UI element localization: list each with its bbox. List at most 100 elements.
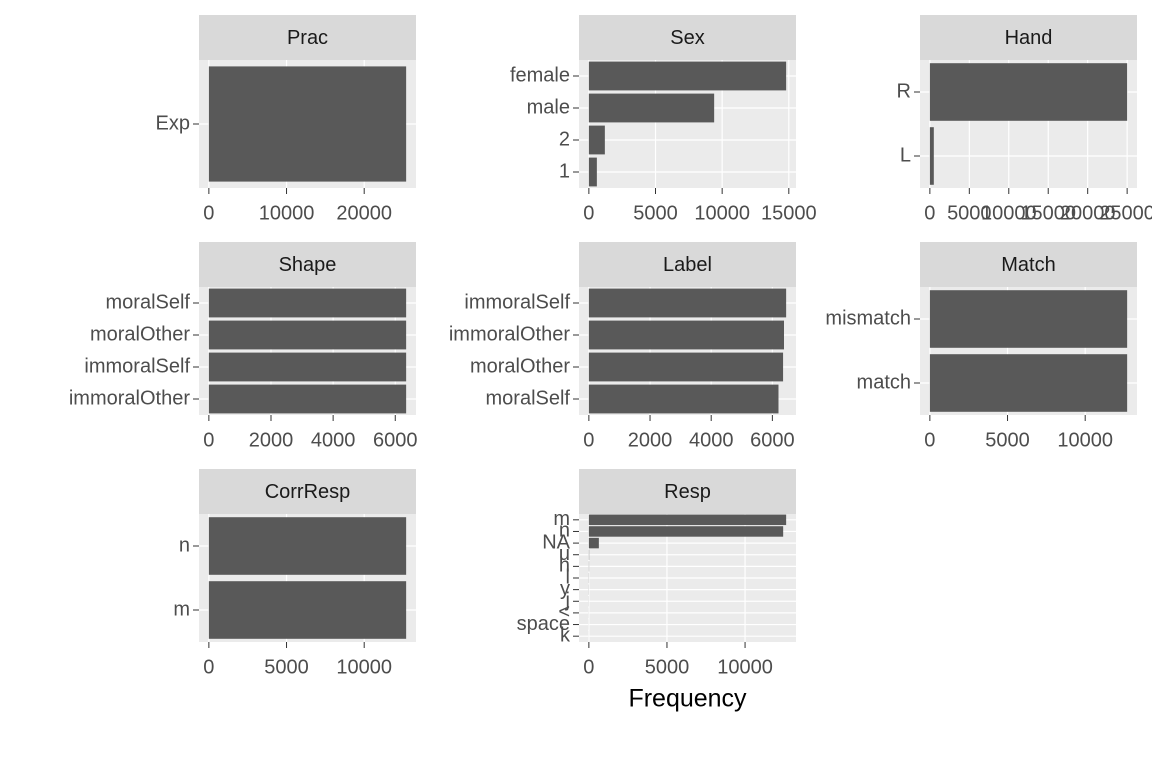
bar [208, 581, 407, 639]
panel-title: Resp [664, 481, 711, 503]
x-tick-label: 5000 [633, 202, 678, 224]
x-tick-label: 10000 [1057, 429, 1113, 451]
bar [588, 93, 715, 123]
x-tick-label: 15000 [761, 202, 817, 224]
bar [588, 537, 599, 549]
panel-title: Prac [287, 27, 328, 49]
y-tick-label: n [559, 520, 570, 542]
x-tick-label: 0 [203, 202, 214, 224]
y-tick-label: moralSelf [106, 291, 191, 313]
y-tick-label: NA [542, 531, 570, 553]
y-tick-label: < [558, 601, 570, 623]
bar [208, 320, 407, 350]
y-tick-label: space [517, 613, 570, 635]
bar [588, 384, 779, 414]
strip [199, 242, 416, 287]
strip [579, 15, 796, 60]
panel-title: CorrResp [265, 481, 351, 503]
bar [208, 384, 407, 414]
bar [588, 320, 784, 350]
strip [199, 15, 416, 60]
y-tick-label: L [900, 144, 911, 166]
y-tick-label: match [857, 371, 911, 393]
bar [929, 354, 1128, 412]
y-tick-label: m [553, 508, 570, 530]
x-tick-label: 5000 [985, 429, 1030, 451]
x-tick-label: 5000 [947, 202, 992, 224]
y-tick-label: immoralOther [69, 387, 190, 409]
x-tick-label: 4000 [311, 429, 356, 451]
bar [929, 63, 1128, 121]
panel-title: Hand [1005, 27, 1053, 49]
x-tick-label: 10000 [694, 202, 750, 224]
strip [920, 15, 1137, 60]
bar [929, 290, 1128, 348]
x-tick-label: 0 [583, 429, 594, 451]
y-tick-label: h [559, 555, 570, 577]
x-tick-label: 20000 [1060, 202, 1116, 224]
y-tick-label: immoralSelf [464, 291, 570, 313]
x-tick-label: 2000 [628, 429, 673, 451]
panel-title: Match [1001, 254, 1055, 276]
strip [579, 469, 796, 514]
y-tick-label: R [897, 80, 911, 102]
y-tick-label: moralSelf [486, 387, 571, 409]
x-tick-label: 0 [203, 429, 214, 451]
x-tick-label: 15000 [1020, 202, 1076, 224]
y-tick-label: immoralSelf [84, 355, 190, 377]
x-tick-label: 20000 [336, 202, 392, 224]
x-tick-label: 6000 [373, 429, 418, 451]
y-tick-label: male [527, 96, 570, 118]
x-tick-label: 10000 [259, 202, 315, 224]
bar [588, 288, 787, 318]
x-tick-label: 10000 [717, 656, 773, 678]
x-tick-label: 6000 [750, 429, 795, 451]
x-tick-label: 5000 [264, 656, 309, 678]
x-tick-label: 5000 [645, 656, 690, 678]
y-tick-label: mismatch [825, 307, 911, 329]
bar [208, 517, 407, 575]
panel-title: Label [663, 254, 712, 276]
y-tick-label: m [173, 598, 190, 620]
bar [588, 352, 784, 382]
x-tick-label: 4000 [689, 429, 734, 451]
x-tick-label: 2000 [249, 429, 294, 451]
y-tick-label: k [560, 624, 571, 646]
panel-title: Shape [279, 254, 337, 276]
strip [579, 242, 796, 287]
x-tick-label: 25000 [1099, 202, 1152, 224]
y-tick-label: moralOther [90, 323, 190, 345]
bar [588, 157, 597, 187]
panel-title: Sex [670, 27, 704, 49]
bar [208, 288, 407, 318]
y-tick-label: n [179, 534, 190, 556]
bar [588, 61, 787, 91]
bar [588, 125, 605, 155]
bar [929, 127, 934, 185]
x-tick-label: 0 [583, 656, 594, 678]
y-tick-label: moralOther [470, 355, 570, 377]
strip [199, 469, 416, 514]
x-axis-title: Frequency [628, 685, 747, 713]
bar [208, 352, 407, 382]
y-tick-label: l [566, 566, 570, 588]
x-tick-label: 0 [924, 429, 935, 451]
y-tick-label: j [565, 590, 570, 612]
y-tick-label: immoralOther [449, 323, 570, 345]
x-tick-label: 0 [203, 656, 214, 678]
bar [588, 526, 784, 537]
bar [208, 66, 407, 182]
x-tick-label: 0 [583, 202, 594, 224]
y-tick-label: Exp [156, 112, 190, 134]
y-tick-label: y [560, 578, 570, 600]
x-tick-label: 0 [924, 202, 935, 224]
y-tick-label: u [559, 543, 570, 565]
y-tick-label: 2 [559, 128, 570, 150]
strip [920, 242, 1137, 287]
bar [588, 514, 787, 526]
y-tick-label: 1 [559, 160, 570, 182]
x-tick-label: 10000 [981, 202, 1037, 224]
y-tick-label: female [510, 64, 570, 86]
